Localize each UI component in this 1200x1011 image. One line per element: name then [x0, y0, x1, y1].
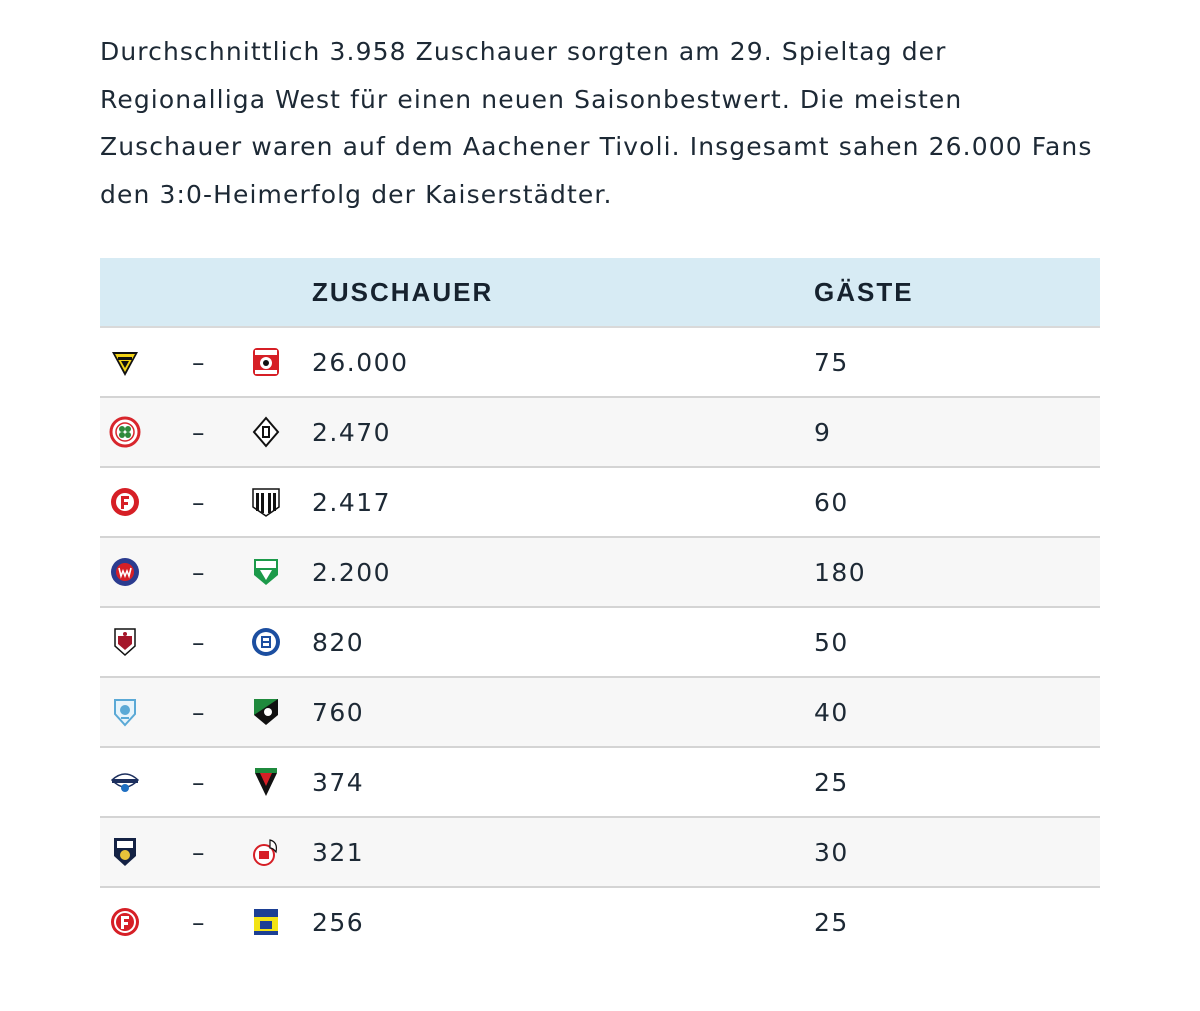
spectators-cell: 2.470	[312, 397, 814, 468]
guests-cell: 50	[814, 607, 1100, 678]
wegberg-beeck-crest-icon	[114, 699, 136, 727]
table-row: – 2.200 180	[100, 537, 1100, 608]
paderborn-crest-icon	[110, 773, 140, 792]
guests-cell: 75	[814, 327, 1100, 398]
spectators-cell: 321	[312, 817, 814, 888]
fortuna-koeln-crest-icon	[111, 488, 139, 516]
intro-paragraph: Durchschnittlich 3.958 Zuschauer sorgten…	[100, 37, 1093, 209]
table-row: – 2.417 60	[100, 467, 1100, 538]
sv-roedinghausen-crest-icon	[252, 488, 280, 517]
header-guests: GÄSTE	[814, 258, 1100, 328]
rot-weiss-oberhausen-crest-icon	[109, 416, 141, 448]
fc-guetersloh-crest-icon	[254, 559, 278, 585]
guests-cell: 40	[814, 677, 1100, 748]
gladbach-crest-icon	[252, 416, 280, 448]
spectators-cell: 26.000	[312, 327, 814, 398]
wuppertaler-sv-crest-icon	[111, 558, 139, 586]
guests-cell: 180	[814, 537, 1100, 608]
sc-wiedenbrueck-crest-icon	[114, 838, 136, 866]
fortuna-duesseldorf-crest-icon	[111, 908, 139, 936]
vfb-homberg-crest-icon	[254, 909, 278, 935]
table-header-row: ZUSCHAUER GÄSTE	[100, 258, 1100, 328]
table-row: – 760 40	[100, 677, 1100, 748]
spectators-cell: 2.417	[312, 467, 814, 538]
sf-lotte-crest-icon	[114, 628, 136, 657]
match-separator: –	[192, 837, 206, 867]
spectator-table: ZUSCHAUER GÄSTE –	[100, 258, 1100, 956]
article-content: Durchschnittlich 3.958 Zuschauer sorgten…	[100, 28, 1100, 956]
fc-koeln-crest-icon	[253, 839, 277, 866]
schermbeck-crest-icon	[254, 699, 278, 725]
match-separator: –	[192, 557, 206, 587]
spectators-cell: 820	[312, 607, 814, 678]
kfc-uerdingen-crest-icon	[253, 348, 279, 376]
guests-cell: 9	[814, 397, 1100, 468]
schalke-04-crest-icon	[252, 628, 280, 656]
match-separator: –	[192, 627, 206, 657]
guests-cell: 25	[814, 747, 1100, 818]
header-home-empty	[100, 258, 184, 328]
table-row: – 256 25	[100, 887, 1100, 956]
table-row: – 2.470 9	[100, 397, 1100, 468]
header-away-empty	[250, 258, 312, 328]
spectators-cell: 2.200	[312, 537, 814, 608]
table-row: – 374 25	[100, 747, 1100, 818]
header-sep-empty	[184, 258, 250, 328]
spectators-cell: 374	[312, 747, 814, 818]
header-spectators: ZUSCHAUER	[312, 258, 814, 328]
tsv-meerbusch-crest-icon	[255, 768, 277, 796]
guests-cell: 60	[814, 467, 1100, 538]
spectators-cell: 760	[312, 677, 814, 748]
match-separator: –	[192, 347, 206, 377]
match-separator: –	[192, 417, 206, 447]
match-separator: –	[192, 907, 206, 937]
table-row: – 26.000 75	[100, 327, 1100, 398]
spectators-cell: 256	[312, 907, 365, 937]
alemannia-aachen-crest-icon	[112, 352, 138, 376]
match-separator: –	[192, 767, 206, 797]
match-separator: –	[192, 697, 206, 727]
table-row: – 321 30	[100, 817, 1100, 888]
guests-cell: 30	[814, 817, 1100, 888]
match-separator: –	[192, 487, 206, 517]
guests-cell: 25	[814, 907, 849, 937]
table-row: – 820 50	[100, 607, 1100, 678]
